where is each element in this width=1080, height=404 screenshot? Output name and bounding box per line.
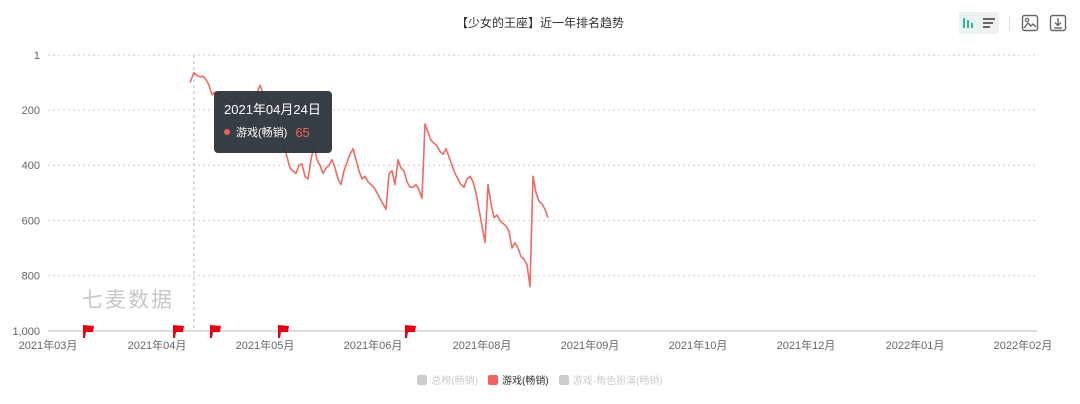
legend-item-rpg[interactable]: 游戏-角色扮演(畅销)	[558, 372, 663, 387]
series-dot-icon	[224, 129, 230, 135]
image-icon[interactable]	[1020, 13, 1040, 33]
legend-item-game[interactable]: 游戏(畅销)	[488, 372, 549, 387]
flag-icon[interactable]	[83, 325, 94, 338]
y-tick-label: 800	[22, 271, 40, 283]
x-tick-label: 2022年02月	[994, 338, 1053, 352]
list-icon[interactable]	[979, 12, 999, 34]
download-icon[interactable]	[1048, 13, 1068, 33]
flag-icon[interactable]	[405, 325, 416, 338]
toolbar-divider	[1009, 16, 1010, 30]
x-tick-label: 2021年06月	[344, 338, 403, 352]
watermark: 七麦数据	[82, 289, 174, 312]
x-tick-label: 2021年05月	[236, 338, 295, 352]
y-tick-label: 1,000	[12, 326, 40, 338]
y-tick-label: 400	[22, 160, 40, 172]
y-axis-labels: 1 200 400 600 800 1,000	[12, 50, 40, 338]
chart-toolbar	[959, 12, 1068, 34]
legend-swatch	[558, 374, 569, 385]
view-toggle	[959, 12, 999, 34]
tooltip-value: 65	[295, 124, 310, 140]
flag-icon[interactable]	[173, 325, 184, 338]
y-tick-label: 200	[22, 105, 40, 117]
legend: 总榜(畅销) 游戏(畅销) 游戏-角色扮演(畅销)	[0, 372, 1080, 387]
x-axis-labels: 2021年03月 2021年04月 2021年05月 2021年06月 2021年08月…	[19, 338, 1053, 352]
tooltip-date: 2021年04月24日	[224, 102, 321, 117]
grid-lines	[48, 54, 1037, 277]
legend-swatch	[488, 374, 498, 385]
y-tick-label: 600	[22, 215, 40, 227]
flag-icon[interactable]	[210, 325, 221, 338]
x-tick-label: 2021年12月	[777, 338, 836, 352]
legend-swatch	[417, 374, 428, 385]
legend-label: 总榜(畅销)	[431, 376, 478, 387]
x-tick-label: 2022年01月	[886, 338, 945, 352]
legend-item-overall[interactable]: 总榜(畅销)	[417, 372, 478, 387]
x-tick-label: 2021年03月	[19, 338, 78, 352]
tooltip-series: 游戏(畅销)	[236, 127, 288, 139]
chart-title: 【少女的王座】近一年排名趋势	[455, 16, 624, 30]
legend-label: 游戏-角色扮演(畅销)	[572, 376, 663, 387]
flag-icon[interactable]	[278, 325, 289, 338]
x-tick-label: 2021年04月	[128, 338, 187, 352]
event-flags[interactable]	[83, 325, 416, 338]
legend-label: 游戏(畅销)	[502, 376, 549, 387]
bar-chart-icon[interactable]	[959, 12, 979, 34]
tooltip: 2021年04月24日 游戏(畅销) 65	[214, 91, 332, 153]
x-tick-label: 2021年08月	[453, 338, 512, 352]
y-tick-label: 1	[34, 50, 40, 62]
x-tick-label: 2021年10月	[669, 338, 728, 352]
x-tick-label: 2021年09月	[561, 338, 620, 352]
